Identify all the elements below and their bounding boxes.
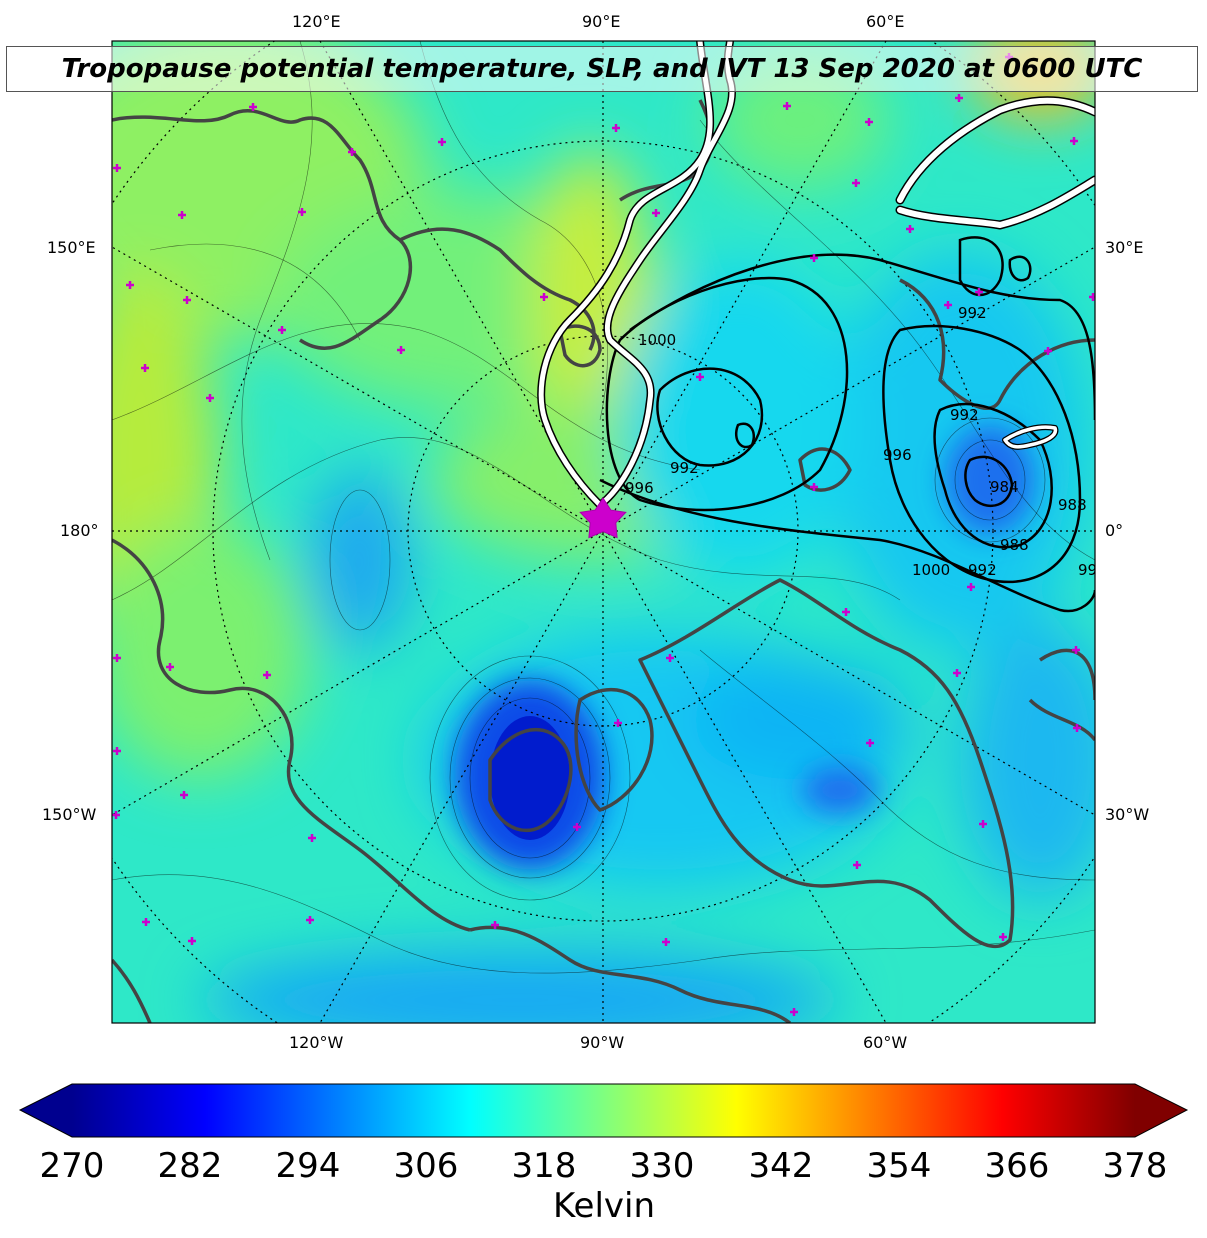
slp-label: 988 bbox=[1000, 536, 1029, 554]
lon-label-right-30w: 30°W bbox=[1105, 805, 1150, 824]
colorbar-tick: 282 bbox=[157, 1146, 223, 1186]
colorbar-tick: 378 bbox=[1102, 1146, 1168, 1186]
colorbar-label: Kelvin bbox=[552, 1186, 656, 1226]
lon-label-left-150w: 150°W bbox=[42, 805, 97, 824]
colorbar-extend-low bbox=[20, 1084, 72, 1137]
coastlines bbox=[112, 99, 1095, 1023]
slp-contour-988 bbox=[933, 402, 1053, 549]
coast-greenland bbox=[638, 578, 1015, 949]
star-marker bbox=[579, 497, 627, 539]
slp-label: 992 bbox=[950, 406, 979, 424]
lon-label-right-30e: 30°E bbox=[1105, 238, 1144, 257]
coast-siberia bbox=[112, 108, 413, 350]
lon-label-left-150e: 150°E bbox=[47, 238, 96, 257]
slp-label: 1000 bbox=[912, 561, 950, 579]
slp-label: 996 bbox=[883, 446, 912, 464]
slp-contour-labels: 1000 992 996 996 992 984 988 988 992 100… bbox=[625, 304, 1097, 579]
colorbar-tick: 330 bbox=[629, 1146, 695, 1186]
coast-victoria-island bbox=[488, 728, 573, 832]
lon-label-right-0: 0° bbox=[1105, 521, 1124, 540]
slp-contours bbox=[599, 236, 1095, 613]
coast-taymyr bbox=[399, 227, 596, 351]
colorbar-tick: 270 bbox=[39, 1146, 105, 1186]
coast-severnaya-zemlya bbox=[558, 324, 602, 368]
colorbar-tick: 354 bbox=[866, 1146, 932, 1186]
slp-label: 988 bbox=[1058, 496, 1087, 514]
lon-label-left-180: 180° bbox=[60, 521, 99, 540]
coast-southwest bbox=[112, 958, 152, 1023]
colorbar bbox=[18, 1083, 1189, 1138]
theta-contours bbox=[112, 41, 1095, 974]
slp-label: 99 bbox=[1078, 561, 1097, 579]
lon-label-top-60e: 60°E bbox=[866, 12, 905, 31]
coast-ellesmere bbox=[574, 688, 654, 812]
slp-label: 992 bbox=[968, 561, 997, 579]
colorbar-tick: 318 bbox=[511, 1146, 577, 1186]
theta-minimum-core bbox=[490, 716, 570, 840]
slp-label: 992 bbox=[670, 459, 699, 477]
slp-contour-1000-lower bbox=[599, 478, 1095, 613]
slp-label: 996 bbox=[625, 479, 654, 497]
slp-label: 984 bbox=[990, 478, 1019, 496]
slp-contour-992-east bbox=[882, 324, 1082, 584]
slp-contour-996 bbox=[605, 276, 849, 512]
ivt-contours bbox=[537, 41, 1095, 509]
slp-contour-north bbox=[958, 236, 1004, 297]
lon-label-bottom-120w: 120°W bbox=[289, 1033, 344, 1052]
colorbar-tick: 306 bbox=[393, 1146, 459, 1186]
map-panel: 1000 992 996 996 992 984 988 988 992 100… bbox=[112, 41, 1097, 1023]
slp-label: 992 bbox=[958, 304, 987, 322]
coast-canada-mainland bbox=[469, 925, 792, 1023]
lon-label-bottom-60w: 60°W bbox=[863, 1033, 908, 1052]
lon-label-bottom-90w: 90°W bbox=[580, 1033, 625, 1052]
colorbar-tick: 342 bbox=[748, 1146, 814, 1186]
coast-alaska bbox=[112, 538, 471, 932]
colorbar-tick: 294 bbox=[275, 1146, 341, 1186]
colorbar-gradient bbox=[72, 1084, 1135, 1137]
coast-iceland bbox=[1028, 648, 1095, 742]
map-title: Tropopause potential temperature, SLP, a… bbox=[6, 46, 1198, 92]
lon-label-top-120e: 120°E bbox=[292, 12, 341, 31]
colorbar-extend-high bbox=[1135, 1084, 1187, 1137]
map-frame bbox=[111, 40, 1096, 1024]
slp-contour-inner-low bbox=[735, 422, 755, 449]
lon-label-top-90e: 90°E bbox=[582, 12, 621, 31]
slp-label: 1000 bbox=[638, 331, 676, 349]
colorbar-outline bbox=[18, 1083, 1189, 1138]
slp-contour-1000-upper bbox=[629, 253, 1095, 421]
graticule bbox=[112, 41, 1095, 1023]
slp-contour-984 bbox=[964, 455, 1014, 508]
colorbar-tick: 366 bbox=[984, 1146, 1050, 1186]
